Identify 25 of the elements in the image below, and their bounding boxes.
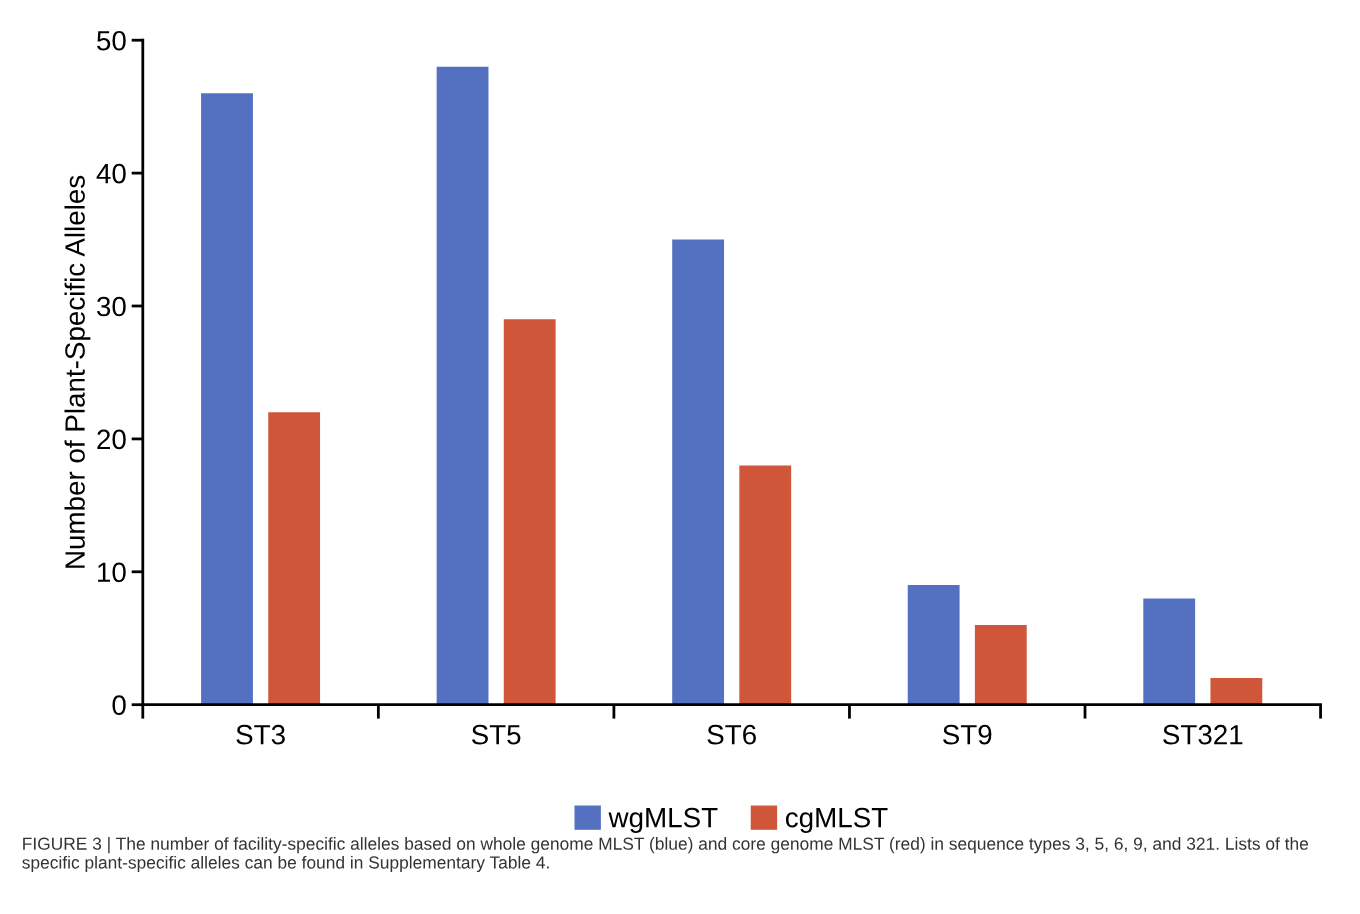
bar — [974, 624, 1027, 705]
x-tick-label: ST3 — [236, 724, 285, 745]
x-tick-label: ST9 — [943, 724, 992, 745]
bar — [672, 239, 725, 705]
bar — [907, 585, 960, 705]
bar — [1143, 598, 1196, 705]
legend-label: wgMLST — [608, 807, 718, 833]
legend-label: cgMLST — [785, 807, 888, 833]
x-tick-label: ST5 — [471, 724, 521, 745]
bar — [268, 412, 321, 705]
bar — [1210, 678, 1263, 705]
y-tick-label: 0 — [112, 695, 126, 716]
x-tick-label: ST321 — [1163, 724, 1243, 745]
bar — [503, 319, 556, 705]
y-tick-label: 50 — [97, 30, 126, 51]
y-tick-label: 20 — [97, 429, 126, 450]
y-tick-label: 40 — [96, 163, 126, 184]
y-axis-title: Number of Plant-Specific Alleles — [64, 175, 91, 568]
caption: FIGURE 3 | The number of facility-specific alleles based on whole genome MLST (blue) and core genome MLST (red) in sequence types 3, 5, 6, 9, and 321. Lists of the specific plant-specific alleles can be found in Supplementary Table 4. — [22, 837, 1309, 873]
bar — [436, 66, 489, 705]
x-tick-label: ST6 — [707, 724, 756, 745]
bar — [739, 465, 792, 705]
y-tick-label: 10 — [98, 562, 126, 583]
bar — [201, 93, 253, 705]
y-tick-label: 30 — [96, 296, 126, 317]
